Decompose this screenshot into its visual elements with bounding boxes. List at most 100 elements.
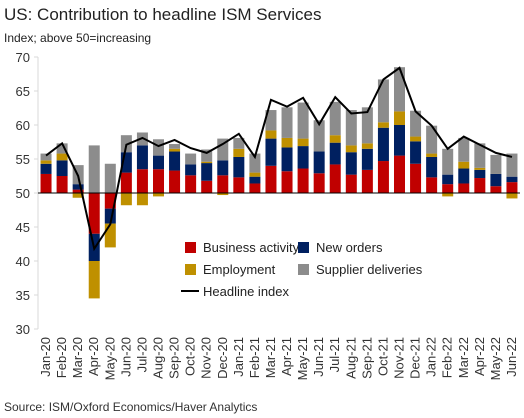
bar-segment bbox=[104, 163, 116, 193]
y-tick-label: 65 bbox=[16, 84, 30, 99]
bar-segment bbox=[506, 153, 518, 177]
bar-segment bbox=[410, 110, 422, 137]
bar-segment bbox=[313, 120, 325, 152]
bar-segment bbox=[249, 172, 261, 177]
x-tick-label: Apr-21 bbox=[279, 337, 294, 376]
bar-segment bbox=[233, 137, 245, 149]
bar-segment bbox=[297, 168, 309, 193]
bar-segment bbox=[88, 145, 100, 193]
x-tick-label: Feb-21 bbox=[247, 337, 262, 378]
x-tick-label: Dec-21 bbox=[408, 337, 423, 379]
bar-segment bbox=[281, 147, 293, 172]
bar-segment bbox=[442, 184, 454, 193]
bar-segment bbox=[56, 143, 68, 154]
bar-segment bbox=[361, 148, 373, 170]
x-tick-label: Nov-20 bbox=[199, 337, 214, 379]
bar-segment bbox=[120, 193, 132, 206]
y-tick-label: 60 bbox=[16, 118, 30, 133]
bar-segment bbox=[474, 178, 486, 193]
bar-segment bbox=[313, 151, 325, 174]
bar-segment bbox=[265, 110, 277, 131]
y-tick-label: 45 bbox=[16, 220, 30, 235]
bar-segment bbox=[88, 193, 100, 234]
bar-segment bbox=[458, 137, 470, 162]
x-tick-label: Jan-22 bbox=[424, 337, 439, 377]
x-tick-label: Feb-22 bbox=[440, 337, 455, 378]
bar-segment bbox=[40, 160, 52, 164]
bar-segment bbox=[185, 164, 197, 176]
bar-segment bbox=[458, 168, 470, 184]
bar-segment bbox=[72, 193, 84, 198]
bar-segment bbox=[410, 136, 422, 142]
bar-segment bbox=[104, 193, 116, 209]
x-tick-label: Jun-21 bbox=[311, 337, 326, 377]
bar-segment bbox=[458, 161, 470, 169]
bar-segment bbox=[233, 156, 245, 178]
bar-segment bbox=[377, 161, 389, 193]
bar-segment bbox=[201, 163, 213, 181]
bar-segment bbox=[474, 169, 486, 179]
bar-segment bbox=[136, 193, 148, 206]
legend-label: New orders bbox=[316, 240, 383, 255]
bar-segment bbox=[265, 130, 277, 139]
bar-segment bbox=[249, 176, 261, 184]
bar-segment bbox=[185, 153, 197, 165]
bar-segment bbox=[361, 143, 373, 149]
bar-segment bbox=[474, 167, 486, 170]
bar-segment bbox=[233, 148, 245, 157]
bar-segment bbox=[153, 139, 164, 156]
x-tick-label: Apr-20 bbox=[86, 337, 101, 376]
x-tick-label: Nov-21 bbox=[392, 337, 407, 379]
x-tick-label: Aug-20 bbox=[151, 337, 166, 379]
x-tick-label: May-20 bbox=[102, 337, 117, 380]
bar-segment bbox=[329, 142, 341, 165]
bar-segment bbox=[249, 153, 261, 173]
bar-segment bbox=[265, 165, 277, 193]
bar-segment bbox=[506, 182, 518, 193]
x-tick-label: Mar-21 bbox=[263, 337, 278, 378]
bar-segment bbox=[506, 193, 518, 199]
legend-swatch bbox=[298, 264, 309, 275]
bar-segment bbox=[56, 153, 68, 161]
bar-segment bbox=[474, 143, 486, 168]
bar-segment bbox=[88, 261, 100, 299]
x-tick-label: Jun-20 bbox=[118, 337, 133, 377]
bar-segment bbox=[442, 148, 454, 175]
bar-segment bbox=[169, 170, 181, 193]
x-tick-label: Oct-21 bbox=[375, 337, 390, 376]
bar-segment bbox=[345, 145, 357, 153]
bar-segment bbox=[201, 149, 213, 162]
x-tick-label: Oct-20 bbox=[183, 337, 198, 376]
bar-segment bbox=[377, 79, 389, 123]
bar-segment bbox=[153, 193, 164, 197]
x-tick-label: Sep-21 bbox=[359, 337, 374, 379]
bar-segment bbox=[377, 127, 389, 162]
bar-segment bbox=[136, 145, 148, 170]
legend-label: Business activity bbox=[203, 240, 300, 255]
bar-segment bbox=[153, 169, 164, 193]
bar-segment bbox=[297, 138, 309, 147]
x-tick-label: Sep-20 bbox=[167, 337, 182, 379]
y-tick-label: 50 bbox=[16, 186, 30, 201]
bar-segment bbox=[426, 153, 438, 157]
bar-segment bbox=[345, 174, 357, 193]
y-tick-label: 35 bbox=[16, 288, 30, 303]
bar-segment bbox=[201, 180, 213, 193]
bar-segment bbox=[281, 137, 293, 148]
legend-label: Headline index bbox=[203, 284, 290, 299]
bar-segment bbox=[281, 171, 293, 193]
bar-segment bbox=[56, 176, 68, 193]
x-tick-label: Aug-21 bbox=[343, 337, 358, 379]
x-tick-label: Mar-20 bbox=[70, 337, 85, 378]
x-tick-label: Feb-20 bbox=[54, 337, 69, 378]
bar-segment bbox=[120, 172, 132, 193]
bar-segment bbox=[313, 173, 325, 193]
legend-swatch bbox=[185, 264, 196, 275]
x-tick-label: Apr-22 bbox=[472, 337, 487, 376]
bar-segment bbox=[297, 102, 309, 139]
bar-segment bbox=[394, 67, 405, 112]
bar-segment bbox=[329, 164, 341, 193]
bar-segment bbox=[345, 110, 357, 146]
